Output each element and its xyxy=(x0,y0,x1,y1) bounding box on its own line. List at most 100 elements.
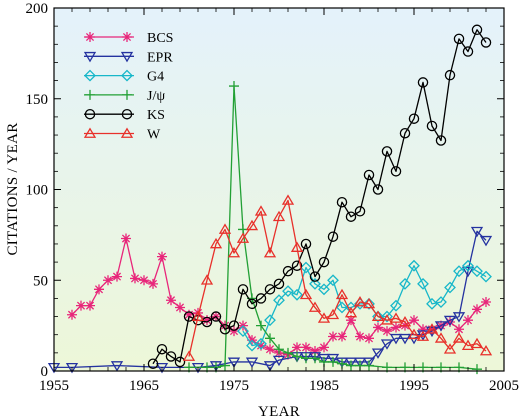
legend-marker xyxy=(85,32,95,42)
data-point xyxy=(480,270,492,283)
series-line-w xyxy=(188,199,487,357)
x-axis-title: YEAR xyxy=(258,404,300,420)
data-point xyxy=(425,323,439,334)
x-tick-label: 1955 xyxy=(39,378,69,394)
data-point xyxy=(382,326,392,337)
data-point xyxy=(452,312,466,323)
data-point xyxy=(372,184,384,195)
data-point xyxy=(202,315,212,326)
data-point xyxy=(373,322,383,333)
data-point xyxy=(292,342,302,353)
y-axis-title: CITATIONS / YEAR xyxy=(5,122,21,255)
series-layer xyxy=(47,24,493,375)
data-point xyxy=(308,352,322,363)
data-point xyxy=(237,325,249,337)
data-point xyxy=(299,352,313,363)
legend-marker xyxy=(121,69,133,82)
legend-item-w: W xyxy=(83,127,161,143)
data-point xyxy=(184,309,194,320)
data-point xyxy=(220,360,230,371)
data-point xyxy=(229,81,239,92)
legend-marker xyxy=(83,51,97,63)
data-point xyxy=(399,277,411,290)
data-point xyxy=(461,266,475,278)
data-point xyxy=(218,223,232,234)
data-point xyxy=(471,265,483,278)
data-point xyxy=(443,315,457,327)
legend-item-epr: EPR xyxy=(83,50,173,65)
data-point xyxy=(435,135,447,146)
legend-item-ks: KS xyxy=(84,108,165,123)
data-point xyxy=(481,297,491,308)
data-point xyxy=(345,211,357,222)
data-point xyxy=(371,348,385,359)
data-point xyxy=(326,308,340,320)
data-point xyxy=(191,310,205,321)
data-point xyxy=(327,274,339,287)
data-point xyxy=(454,324,464,335)
data-point xyxy=(121,233,131,244)
data-point xyxy=(435,296,447,308)
legend-label: KS xyxy=(147,108,165,123)
legend-marker xyxy=(84,108,96,120)
data-point xyxy=(434,332,448,343)
plot-area xyxy=(54,8,504,371)
data-point xyxy=(346,360,356,371)
data-point xyxy=(443,343,457,354)
data-point xyxy=(462,46,474,57)
data-point xyxy=(201,316,213,328)
data-point xyxy=(362,357,376,368)
data-point xyxy=(344,306,358,318)
legend-marker xyxy=(120,127,134,138)
data-point xyxy=(328,356,338,367)
data-point xyxy=(265,344,275,355)
data-point xyxy=(408,259,420,272)
x-tick-label: 1975 xyxy=(219,378,249,394)
data-point xyxy=(398,333,412,345)
data-point xyxy=(444,69,456,81)
legend-label: BCS xyxy=(147,31,173,46)
data-point xyxy=(301,353,311,364)
data-point xyxy=(381,146,393,157)
data-point xyxy=(381,310,393,323)
data-point xyxy=(85,300,95,311)
data-point xyxy=(409,315,419,326)
data-point xyxy=(166,295,176,306)
data-point xyxy=(364,333,374,344)
data-point xyxy=(273,294,285,307)
data-point xyxy=(372,310,384,323)
data-point xyxy=(274,344,284,355)
y-tick-label: 0 xyxy=(41,364,49,380)
data-point xyxy=(264,314,276,327)
data-point xyxy=(65,362,79,374)
data-point xyxy=(157,251,167,262)
data-point xyxy=(407,328,421,340)
legend-marker xyxy=(120,51,134,63)
legend: BCS EPR G4 J/ψ KS W xyxy=(83,31,173,143)
legend-marker xyxy=(84,69,96,82)
data-point xyxy=(453,33,465,45)
data-point xyxy=(237,284,249,295)
data-point xyxy=(209,237,223,249)
data-point xyxy=(328,331,338,342)
ticks-layer: 1955 1965 1975 1985 1995 2005 0 50 100 150 200 xyxy=(26,1,520,394)
legend-marker xyxy=(122,89,132,100)
series-epr xyxy=(47,226,493,374)
data-point xyxy=(472,304,482,315)
legend-item-g4: G4 xyxy=(84,70,164,85)
data-point xyxy=(470,337,484,349)
data-point xyxy=(67,309,77,320)
x-tick-label: 1965 xyxy=(129,378,159,394)
data-point xyxy=(380,314,394,325)
data-point xyxy=(254,205,268,216)
data-point xyxy=(426,120,438,132)
data-point xyxy=(391,322,401,333)
series-g4 xyxy=(237,259,492,352)
data-point xyxy=(309,271,321,282)
data-point xyxy=(292,351,302,362)
legend-marker xyxy=(83,127,97,138)
data-point xyxy=(255,293,267,304)
legend-label: EPR xyxy=(147,50,173,65)
data-point xyxy=(300,238,312,250)
